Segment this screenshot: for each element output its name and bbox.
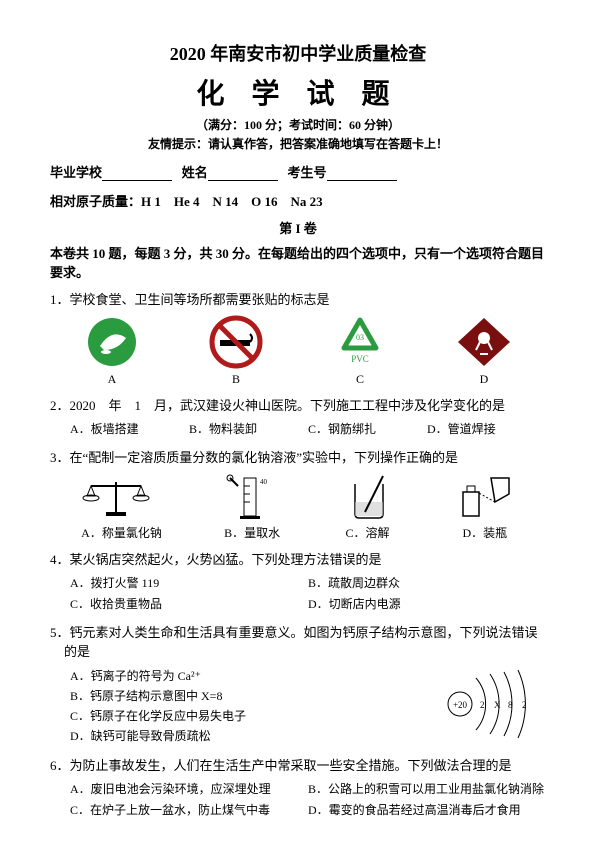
q2-option-a[interactable]: A．板墙搭建 xyxy=(70,420,189,437)
q6-options: A．废旧电池会污染环境，应深埋处理 B．公路上的积雪可以用工业用盐氯化钠消除 C… xyxy=(70,778,546,820)
q5-option-c[interactable]: C．钙原子在化学反应中易失电子 xyxy=(70,707,430,724)
toxic-sign-icon xyxy=(454,314,514,370)
q4-option-c[interactable]: C．收拾贵重物品 xyxy=(70,595,308,612)
q1-label-b: B xyxy=(206,372,266,387)
meta-score: （满分：100 分；考试时间：60 分钟） xyxy=(50,116,546,133)
bottle-pour-icon xyxy=(455,472,515,522)
q1-option-d[interactable]: D xyxy=(454,314,514,387)
id-blank[interactable] xyxy=(327,166,397,181)
name-blank[interactable] xyxy=(208,166,278,181)
q4-option-d[interactable]: D．切断店内电源 xyxy=(308,595,546,612)
svg-text:2: 2 xyxy=(480,700,485,710)
balance-icon xyxy=(81,472,151,522)
q4-option-b[interactable]: B．疏散周边群众 xyxy=(308,574,546,591)
svg-text:8: 8 xyxy=(508,700,513,710)
q5-option-a[interactable]: A．钙离子的符号为 Ca²⁺ xyxy=(70,667,430,684)
no-smoking-icon xyxy=(206,314,266,370)
svg-text:2: 2 xyxy=(522,700,527,710)
q5-option-d[interactable]: D．缺钙可能导致骨质疏松 xyxy=(70,727,430,744)
q1-option-c[interactable]: 03 PVC C xyxy=(330,314,390,387)
q5-stem: 5．钙元素对人类生命和生活具有重要意义。如图为钙原子结构示意图，下列说法错误的是 xyxy=(64,622,546,660)
cylinder-icon: 40 xyxy=(224,472,274,522)
q1-label-a: A xyxy=(82,372,142,387)
school-blank[interactable] xyxy=(102,166,172,181)
q2-stem: 2．2020 年 1 月，武汉建设火神山医院。下列施工工程中涉及化学变化的是 xyxy=(64,395,546,414)
section-1-label: 第 I 卷 xyxy=(50,218,546,237)
meta-tip: 友情提示：请认真作答，把答案准确地填写在答题卡上！ xyxy=(50,135,546,152)
q6-option-c[interactable]: C．在炉子上放一盆水，防止煤气中毒 xyxy=(70,801,308,818)
q3-option-d[interactable]: D．装瓶 xyxy=(455,472,515,541)
title-sub: 化 学 试 题 xyxy=(50,72,546,112)
title-main: 2020 年南安市初中学业质量检查 xyxy=(50,40,546,66)
q3-option-b[interactable]: 40 B．量取水 xyxy=(224,472,280,541)
q1-option-a[interactable]: A xyxy=(82,314,142,387)
q3-label-b: B．量取水 xyxy=(224,524,280,541)
atomic-mass-line: 相对原子质量：H 1 He 4 N 14 O 16 Na 23 xyxy=(50,191,546,210)
q6-option-a[interactable]: A．废旧电池会污染环境，应深埋处理 xyxy=(70,780,308,797)
id-label: 考生号 xyxy=(288,165,327,180)
q1-stem: 1．学校食堂、卫生间等场所都需要张贴的标志是 xyxy=(64,289,546,308)
q2-options: A．板墙搭建 B．物料装卸 C．钢筋绑扎 D．管道焊接 xyxy=(70,418,546,439)
student-fill-line: 毕业学校 姓名 考生号 xyxy=(50,162,546,181)
q5-option-b[interactable]: B．钙原子结构示意图中 X=8 xyxy=(70,687,430,704)
svg-text:X: X xyxy=(494,700,501,710)
atom-structure-icon: +20 2 X 8 2 xyxy=(436,664,546,744)
q6-option-b[interactable]: B．公路上的积雪可以用工业用盐氯化钠消除 xyxy=(308,780,546,797)
q4-option-a[interactable]: A．拨打火警 119 xyxy=(70,574,308,591)
svg-text:PVC: PVC xyxy=(351,354,369,364)
q3-option-c[interactable]: C．溶解 xyxy=(343,472,393,541)
q3-label-d: D．装瓶 xyxy=(455,524,515,541)
q1-options: A B 03 PVC C D xyxy=(50,314,546,387)
atom-center: +20 xyxy=(453,700,468,710)
q1-option-b[interactable]: B xyxy=(206,314,266,387)
svg-text:40: 40 xyxy=(260,478,268,486)
q2-option-d[interactable]: D．管道焊接 xyxy=(427,420,546,437)
q5-options: A．钙离子的符号为 Ca²⁺ B．钙原子结构示意图中 X=8 C．钙原子在化学反… xyxy=(70,664,430,747)
q1-label-d: D xyxy=(454,372,514,387)
q3-option-a[interactable]: A．称量氯化钠 xyxy=(81,472,162,541)
recycle-icon: 03 PVC xyxy=(330,314,390,370)
q4-options: A．拨打火警 119 B．疏散周边群众 C．收拾贵重物品 D．切断店内电源 xyxy=(70,572,546,614)
q2-option-c[interactable]: C．钢筋绑扎 xyxy=(308,420,427,437)
q6-stem: 6．为防止事故发生，人们在生活生产中常采取一些安全措施。下列做法合理的是 xyxy=(64,755,546,774)
q6-option-d[interactable]: D．霉变的食品若经过高温消毒后才食用 xyxy=(308,801,546,818)
school-label: 毕业学校 xyxy=(50,165,102,180)
q1-label-c: C xyxy=(330,372,390,387)
q2-option-b[interactable]: B．物料装卸 xyxy=(189,420,308,437)
name-label: 姓名 xyxy=(182,165,208,180)
q4-stem: 4．某火锅店突然起火，火势凶猛。下列处理方法错误的是 xyxy=(64,549,546,568)
svg-text:03: 03 xyxy=(356,333,364,342)
q3-label-c: C．溶解 xyxy=(343,524,393,541)
q3-stem: 3．在“配制一定溶质质量分数的氯化钠溶液”实验中，下列操作正确的是 xyxy=(64,447,546,466)
beaker-stir-icon xyxy=(343,472,393,522)
leaf-sign-icon xyxy=(82,314,142,370)
q3-label-a: A．称量氯化钠 xyxy=(81,524,162,541)
section-instructions: 本卷共 10 题，每题 3 分，共 30 分。在每题给出的四个选项中，只有一个选… xyxy=(50,243,546,281)
q3-options: A．称量氯化钠 40 B．量取水 C．溶解 D．装瓶 xyxy=(50,472,546,541)
